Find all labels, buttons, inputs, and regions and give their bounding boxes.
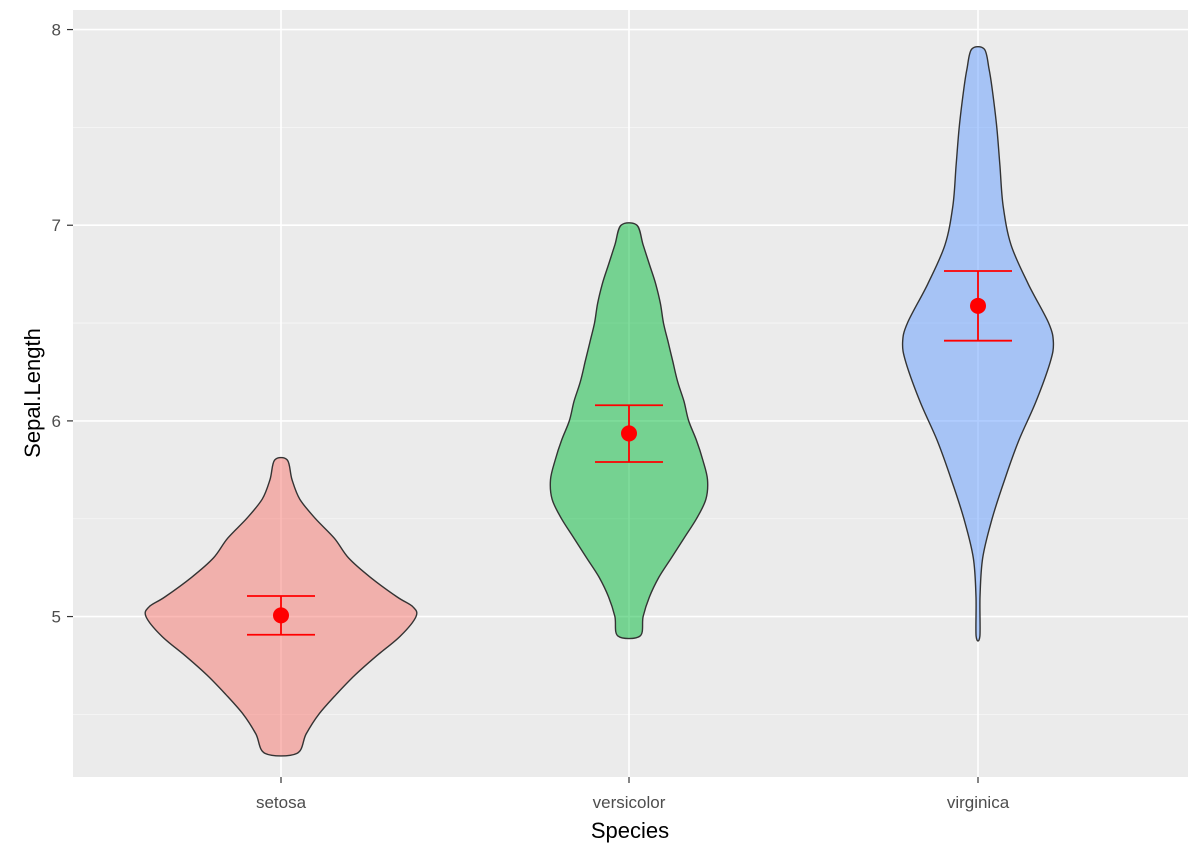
errorbar-versicolor: [595, 404, 663, 463]
y-axis-title: Sepal.Length: [20, 328, 45, 458]
x-tick-label: versicolor: [593, 793, 666, 812]
y-tick-label: 6: [52, 412, 61, 431]
axes: 5 6 7 8 setosa versicolor virginica: [52, 21, 1010, 812]
mean-point: [273, 607, 289, 624]
y-tick-label: 7: [52, 216, 61, 235]
x-tick-label: setosa: [256, 793, 307, 812]
violin-virginica: [901, 46, 1055, 642]
x-axis-title: Species: [591, 818, 669, 843]
y-tick-label: 8: [52, 21, 61, 40]
errorbar-virginica: [944, 270, 1012, 342]
errorbar-setosa: [247, 595, 315, 636]
mean-point: [970, 297, 986, 314]
mean-errorbars: [247, 270, 1012, 636]
x-tick-label: virginica: [947, 793, 1010, 812]
mean-point: [621, 425, 637, 442]
y-tick-label: 5: [52, 608, 61, 627]
